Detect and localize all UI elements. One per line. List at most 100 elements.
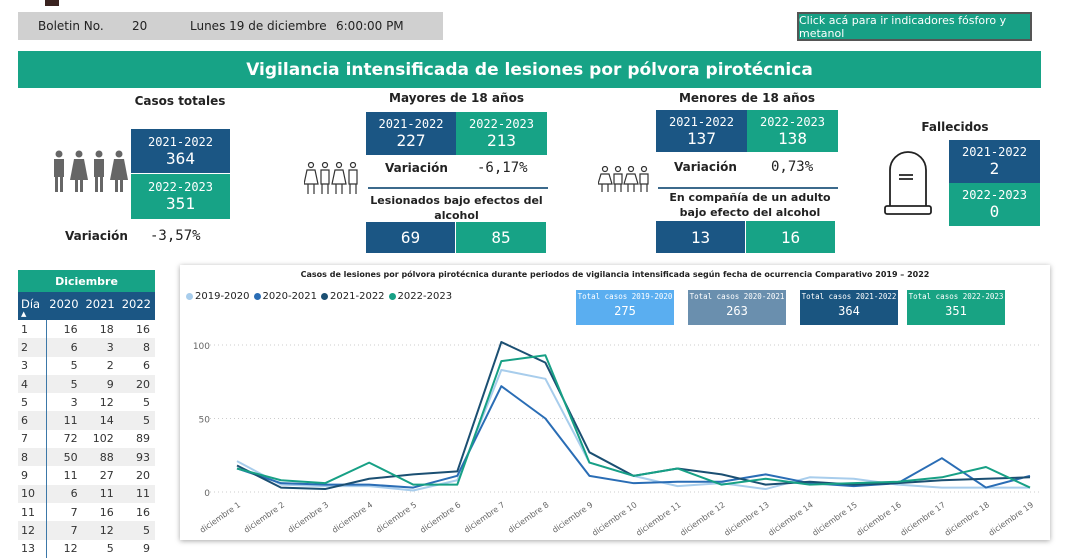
x-tick-label: diciembre 5 <box>374 500 418 535</box>
table-cell: 9 <box>82 374 119 394</box>
phosphorus-methanol-link-button[interactable]: Click acá para ir indicadores fósforo y … <box>797 12 1032 41</box>
column-header-2021[interactable]: 2021 <box>82 292 119 320</box>
total-label: Total casos 2020-2021 <box>689 292 785 301</box>
sort-ascending-icon: ▲ <box>21 310 27 318</box>
period-label: 2022-2023 <box>759 114 826 129</box>
people-icon <box>54 150 128 192</box>
table-cell: 2 <box>18 338 47 357</box>
table-row: 7 72 102 89 <box>18 429 155 449</box>
table-cell: 16 <box>63 322 78 336</box>
column-header-2022[interactable]: 2022 <box>118 292 155 320</box>
minors-alcohol-2021-2022: 13 <box>656 221 745 253</box>
period-value: 137 <box>687 128 716 148</box>
total-cases-2022-2023: 2022-2023 351 <box>131 174 230 219</box>
table-cell: 7 <box>18 429 47 449</box>
series-line-2022-2023[interactable] <box>236 354 1031 489</box>
variation-value: -3,57% <box>150 228 201 244</box>
legend-label: 2020-2021 <box>262 291 318 302</box>
y-tick-label: 100 <box>193 342 210 352</box>
variation-value: 0,73% <box>771 159 814 175</box>
table-cell: 8 <box>118 338 155 357</box>
total-cases-title: Casos totales <box>134 94 226 108</box>
x-tick-label: diciembre 9 <box>551 500 595 535</box>
table-row: 12 7 12 5 <box>18 521 155 540</box>
column-header-day[interactable]: Día ▲ <box>18 292 47 320</box>
table-cell: 18 <box>99 322 114 336</box>
bulletin-number: 20 <box>132 19 148 33</box>
bulletin-time: 6:00:00 PM <box>336 19 404 33</box>
legend-label: 2022-2023 <box>397 291 453 302</box>
table-cell: 11 <box>46 411 83 430</box>
table-cell: 9 <box>143 542 150 556</box>
table-cell: 93 <box>118 448 155 467</box>
period-value: 213 <box>487 131 516 150</box>
column-header-2020[interactable]: 2020 <box>46 292 83 320</box>
table-cell: 1 <box>18 320 47 339</box>
december-table: Diciembre Día ▲ 2020 2021 2022 1 16 18 16 2 6 3… <box>18 270 155 558</box>
table-cell: 11 <box>63 469 78 483</box>
x-tick-label: diciembre 10 <box>590 500 638 537</box>
table-cell: 4 <box>18 374 47 394</box>
table-cell: 16 <box>136 322 150 336</box>
legend-item[interactable]: 2022-2023 <box>388 291 453 302</box>
period-label: 2021-2022 <box>378 117 444 131</box>
adults-2022-2023: 2022-2023 213 <box>456 112 547 155</box>
minors-alcohol-2022-2023: 16 <box>746 221 835 253</box>
table-cell: 10 <box>18 484 47 503</box>
table-cell: 5 <box>18 393 47 412</box>
bulletin-label: Boletin No. <box>38 19 104 33</box>
variation-label: Variación <box>385 161 448 175</box>
value: 69 <box>400 228 421 247</box>
legend-item[interactable]: 2021-2022 <box>321 291 385 302</box>
period-value: 227 <box>396 131 426 150</box>
y-tick-label: 50 <box>199 416 211 426</box>
legend-dot-icon <box>388 293 396 300</box>
table-row: 3 5 2 6 <box>18 356 155 375</box>
table-cell: 20 <box>136 469 150 483</box>
adults-alcohol-title: Lesionados bajo efectos del alcohol <box>370 194 543 222</box>
table-cell: 7 <box>70 505 78 519</box>
adults-2021-2022: 2021-2022 227 <box>366 112 456 155</box>
table-cell: 6 <box>46 484 83 503</box>
x-tick-label: diciembre 14 <box>767 500 815 537</box>
table-cell: 11 <box>82 484 119 503</box>
total-value: 275 <box>614 304 636 318</box>
minors-2022-2023: 2022-2023 138 <box>747 110 838 152</box>
table-cell: 5 <box>118 521 155 540</box>
x-tick-label: diciembre 17 <box>899 500 947 537</box>
deaths-2021-2022: 2021-2022 2 <box>949 140 1040 183</box>
table-cell: 2 <box>106 359 114 373</box>
y-tick-label: 0 <box>204 489 210 499</box>
table-cell: 3 <box>70 395 78 409</box>
x-tick-label: diciembre 3 <box>286 500 330 535</box>
table-row: 4 5 9 20 <box>18 374 155 394</box>
divider <box>658 187 838 189</box>
period-label: 2021-2022 <box>147 134 214 149</box>
table-cell: 27 <box>99 469 114 483</box>
table-cell: 3 <box>82 338 119 357</box>
series-line-2020-2021[interactable] <box>236 385 1031 489</box>
total-value: 263 <box>726 304 748 318</box>
table-cell: 11 <box>118 484 155 503</box>
total-value: 351 <box>945 304 967 318</box>
divider <box>368 187 548 189</box>
legend-dot-icon <box>186 293 193 300</box>
table-cell: 12 <box>99 395 114 409</box>
table-cell: 13 <box>18 539 47 558</box>
value: 16 <box>780 227 801 247</box>
table-cell: 20 <box>118 374 155 394</box>
legend-item[interactable]: 2019-2020 <box>186 291 250 302</box>
table-cell: 5 <box>118 411 155 430</box>
table-title: Diciembre <box>18 270 155 292</box>
series-line-2021-2022[interactable] <box>236 341 1031 491</box>
table-cell: 88 <box>82 448 119 467</box>
total-cases-card: Total casos 2022-2023 351 <box>907 290 1005 325</box>
variation-label: Variación <box>65 229 128 243</box>
table-cell: 3 <box>18 356 47 375</box>
series-line-2019-2020[interactable] <box>236 368 1030 492</box>
minors-title: Menores de 18 años <box>678 91 816 105</box>
legend-item[interactable]: 2020-2021 <box>253 291 318 302</box>
chart-title: Casos de lesiones por pólvora pirotécnic… <box>300 270 930 279</box>
table-cell: 5 <box>70 359 78 373</box>
